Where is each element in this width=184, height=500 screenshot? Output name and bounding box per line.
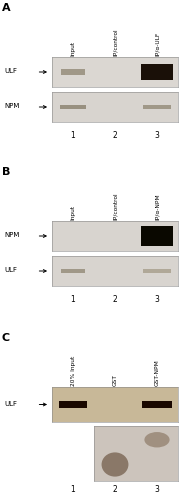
Bar <box>141 64 173 80</box>
Text: IP/control: IP/control <box>112 192 118 220</box>
Text: ULF: ULF <box>4 268 17 274</box>
Text: IP/α-ULF: IP/α-ULF <box>155 32 160 56</box>
Text: 20% Input: 20% Input <box>70 356 75 386</box>
Bar <box>60 105 86 110</box>
Text: 3: 3 <box>155 130 160 140</box>
Bar <box>143 269 171 273</box>
Bar <box>143 105 171 110</box>
Bar <box>61 269 85 273</box>
Text: 1: 1 <box>71 294 75 304</box>
Text: GST-NPM: GST-NPM <box>155 359 160 386</box>
Text: GST: GST <box>112 374 118 386</box>
Text: NPM: NPM <box>4 104 20 110</box>
Text: 2: 2 <box>113 486 117 494</box>
Text: C: C <box>2 333 10 343</box>
Text: B: B <box>2 167 10 177</box>
Text: IP/control: IP/control <box>112 28 118 56</box>
Text: 1: 1 <box>71 130 75 140</box>
Text: 3: 3 <box>155 486 160 494</box>
Bar <box>142 400 172 408</box>
Text: ULF: ULF <box>4 68 17 74</box>
Ellipse shape <box>102 452 128 476</box>
Text: Input: Input <box>70 41 75 56</box>
Text: 2: 2 <box>113 294 117 304</box>
Text: Input: Input <box>70 205 75 220</box>
Text: 2: 2 <box>113 130 117 140</box>
Text: IP/α-NPM: IP/α-NPM <box>155 194 160 220</box>
Text: ULF: ULF <box>4 401 17 407</box>
Bar <box>141 226 173 246</box>
Ellipse shape <box>144 432 170 448</box>
Text: NPM: NPM <box>4 232 20 238</box>
Text: 1: 1 <box>71 486 75 494</box>
Text: 3: 3 <box>155 294 160 304</box>
Bar <box>59 400 87 408</box>
Bar <box>61 70 85 74</box>
Text: A: A <box>2 3 11 13</box>
